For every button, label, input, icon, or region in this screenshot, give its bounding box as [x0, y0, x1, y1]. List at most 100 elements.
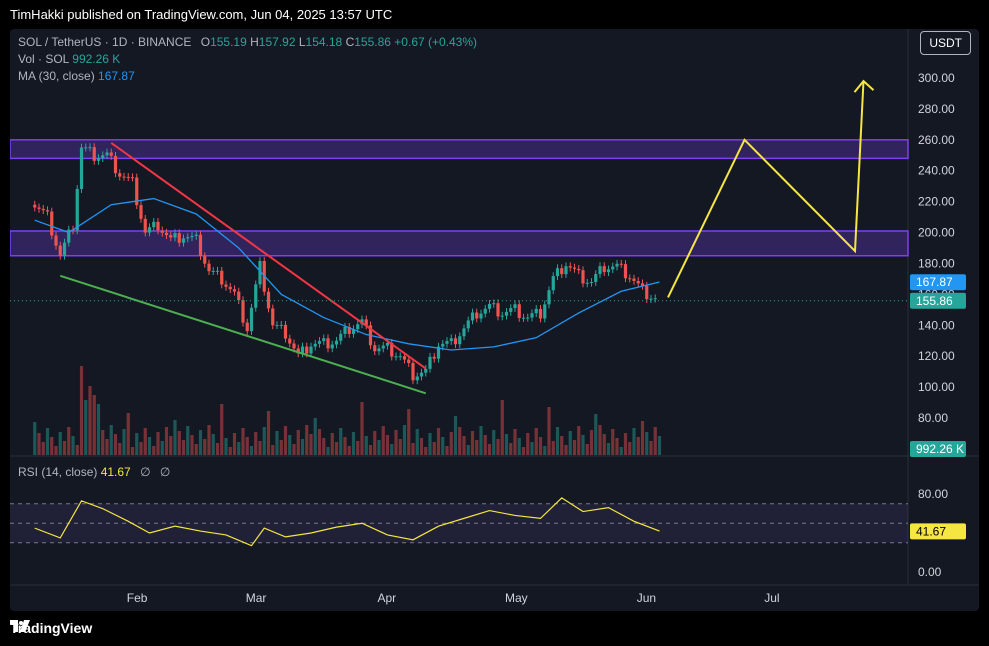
candle-body	[636, 280, 640, 284]
candles	[33, 143, 657, 385]
volume-bar	[585, 444, 589, 455]
price-tick-label: 260.00	[918, 133, 955, 147]
candle-body	[585, 282, 589, 284]
volume-bar	[292, 444, 296, 455]
volume-bar	[143, 428, 147, 455]
volume-bar	[606, 443, 611, 455]
volume-bar	[245, 437, 249, 455]
volume-bar	[190, 435, 194, 455]
time-tick-label: Mar	[246, 591, 267, 605]
volume-bar	[313, 418, 317, 455]
volume-bar	[237, 442, 241, 455]
volume-bar	[653, 427, 657, 455]
rsi-empty-symbol-1: ∅	[140, 465, 151, 479]
volume-bar	[381, 426, 385, 455]
volume-bar	[101, 430, 105, 455]
candle-body	[288, 338, 292, 344]
candle-body	[343, 326, 347, 334]
candle-body	[645, 285, 649, 300]
volume-label: Vol · SOL	[18, 52, 69, 66]
rsi-label: RSI (14, close)	[18, 465, 98, 479]
resistance-zone-2	[10, 230, 909, 257]
volume-bar	[636, 437, 640, 455]
candle-body	[572, 267, 577, 269]
volume-bar	[462, 436, 466, 455]
candle-body	[254, 284, 258, 308]
candle-body	[203, 256, 207, 264]
chart-frame[interactable]: 80.00100.00120.00140.00160.00180.00200.0…	[10, 29, 979, 611]
time-tick-label: Jul	[764, 591, 779, 605]
volume-bar	[615, 438, 619, 455]
candle-body	[640, 283, 645, 286]
time-tick-label: Apr	[378, 591, 397, 605]
candle-body	[334, 340, 339, 345]
volume-bar	[517, 438, 521, 455]
currency-button[interactable]: USDT	[920, 31, 971, 55]
volume-bar	[41, 442, 45, 455]
volume-bar	[67, 427, 71, 455]
volume-bar	[198, 430, 203, 455]
candle-body	[483, 308, 487, 314]
last-price-badge-text: 155.86	[916, 294, 953, 308]
symbol-label[interactable]: SOL / TetherUS · 1D · BINANCE	[18, 35, 192, 49]
candle-body	[394, 356, 398, 358]
ma-price-badge: 167.87	[910, 274, 966, 291]
volume-bar	[445, 446, 449, 455]
projection-arrowhead	[853, 79, 875, 93]
volume-bar	[534, 428, 538, 455]
volume-bar	[45, 428, 50, 455]
candle-body	[560, 268, 564, 275]
low-label: L	[298, 35, 306, 49]
candle-body	[381, 345, 385, 349]
rsi-empty-symbol-2: ∅	[159, 465, 171, 479]
candle-body	[177, 233, 181, 243]
candle-body	[118, 173, 122, 177]
volume-bar	[326, 447, 330, 455]
candle-body	[632, 278, 636, 281]
candle-body	[313, 343, 317, 347]
volume-bar	[479, 426, 483, 455]
volume-bar	[572, 440, 577, 455]
volume-bar	[407, 409, 411, 455]
candle-body	[462, 328, 466, 337]
volume-bar	[58, 432, 62, 455]
volume-bar	[568, 431, 572, 455]
candle-body	[470, 312, 475, 321]
volume-bar	[71, 436, 75, 455]
volume-bar	[470, 431, 475, 455]
candle-body	[54, 235, 58, 246]
candle-body	[347, 326, 351, 334]
candle-body	[555, 268, 560, 277]
volume-bar	[334, 442, 339, 455]
candle-body	[424, 368, 428, 373]
volume-bar	[347, 446, 351, 455]
volume-bar	[160, 441, 164, 455]
volume-bar	[632, 428, 636, 455]
volume-bar	[581, 435, 585, 455]
volume-bar	[169, 436, 173, 455]
candle-body	[611, 266, 615, 270]
volume-bar	[530, 442, 534, 455]
volume-bar	[589, 430, 594, 455]
volume-bar	[368, 445, 373, 455]
volume-bar	[194, 444, 198, 455]
candle-body	[160, 230, 164, 233]
price-tick-label: 280.00	[918, 102, 955, 116]
volume-bar	[186, 426, 190, 455]
candle-body	[517, 304, 521, 318]
candle-body	[156, 221, 160, 231]
volume-bar	[317, 429, 322, 455]
tradingview-footer[interactable]: TradingView	[10, 620, 92, 636]
volume-bar	[432, 442, 436, 455]
candle-body	[530, 313, 534, 318]
volume-bar	[356, 441, 360, 455]
candle-body	[594, 274, 598, 282]
candle-body	[296, 348, 300, 354]
candle-body	[50, 211, 54, 236]
volume-bar	[135, 433, 139, 455]
volume-bar	[305, 425, 309, 455]
candle-body	[551, 276, 555, 291]
candle-body	[245, 322, 249, 332]
price-chart-svg[interactable]: 80.00100.00120.00140.00160.00180.00200.0…	[10, 29, 979, 611]
close-value: 155.86	[354, 35, 391, 49]
